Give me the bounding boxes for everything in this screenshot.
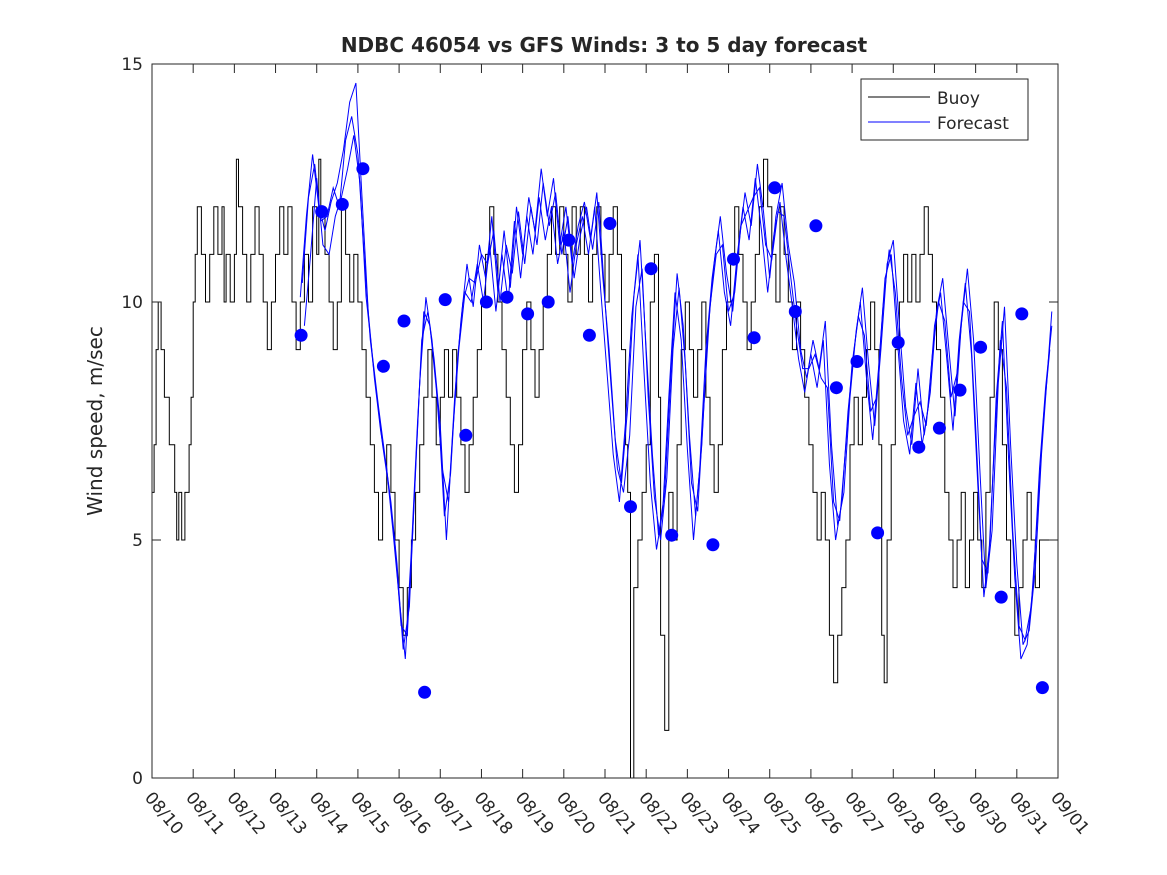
legend: Buoy Forecast bbox=[860, 78, 1029, 141]
forecast-line-4 bbox=[301, 116, 1051, 642]
forecast-marker bbox=[994, 590, 1008, 604]
forecast-marker bbox=[747, 331, 761, 345]
forecast-marker bbox=[562, 233, 576, 247]
forecast-marker bbox=[1015, 307, 1029, 321]
forecast-marker bbox=[479, 295, 493, 309]
buoy-line bbox=[152, 158, 1058, 778]
forecast-marker bbox=[356, 162, 370, 176]
forecast-marker bbox=[706, 538, 720, 552]
forecast-marker bbox=[953, 383, 967, 397]
forecast-marker bbox=[624, 500, 637, 514]
forecast-marker bbox=[768, 181, 782, 195]
forecast-marker bbox=[871, 526, 885, 540]
y-axis: 0 5 10 15 bbox=[121, 55, 1058, 789]
forecast-marker bbox=[829, 381, 843, 395]
legend-buoy-label: Buoy bbox=[937, 89, 980, 109]
buoy-series-group bbox=[152, 158, 1058, 778]
forecast-marker bbox=[665, 528, 679, 542]
forecast-marker bbox=[438, 293, 452, 307]
forecast-marker bbox=[1035, 681, 1049, 695]
forecast-marker bbox=[644, 262, 658, 276]
forecast-marker bbox=[376, 359, 390, 373]
forecast-marker bbox=[397, 314, 411, 328]
forecast-marker bbox=[418, 685, 432, 699]
y-axis-label: Wind speed, m/sec bbox=[83, 326, 107, 516]
forecast-markers-group bbox=[294, 162, 1049, 699]
forecast-marker bbox=[294, 328, 308, 342]
forecast-marker bbox=[891, 336, 905, 349]
forecast-marker bbox=[603, 217, 617, 230]
forecast-marker bbox=[932, 421, 946, 435]
legend-forecast-label: Forecast bbox=[937, 114, 1009, 134]
forecast-marker bbox=[335, 197, 349, 211]
y-tick-label: 10 bbox=[121, 293, 143, 313]
forecast-line-1 bbox=[571, 163, 795, 536]
y-tick-label: 15 bbox=[121, 55, 143, 75]
legend-box bbox=[860, 78, 1029, 141]
y-tick-label: 0 bbox=[132, 769, 143, 789]
forecast-marker bbox=[315, 205, 329, 219]
forecast-marker bbox=[500, 290, 514, 304]
forecast-marker bbox=[912, 440, 926, 454]
forecast-marker bbox=[459, 428, 473, 442]
forecast-marker bbox=[521, 307, 535, 321]
y-tick-label: 5 bbox=[132, 531, 143, 551]
forecast-marker bbox=[582, 328, 596, 342]
forecast-marker bbox=[974, 340, 988, 354]
forecast-marker bbox=[541, 295, 555, 309]
forecast-marker bbox=[788, 305, 802, 318]
forecast-marker bbox=[850, 355, 864, 368]
chart-title: NDBC 46054 vs GFS Winds: 3 to 5 day fore… bbox=[341, 33, 868, 57]
forecast-series-group bbox=[299, 82, 1053, 660]
forecast-marker bbox=[809, 219, 823, 233]
forecast-marker bbox=[727, 252, 740, 266]
